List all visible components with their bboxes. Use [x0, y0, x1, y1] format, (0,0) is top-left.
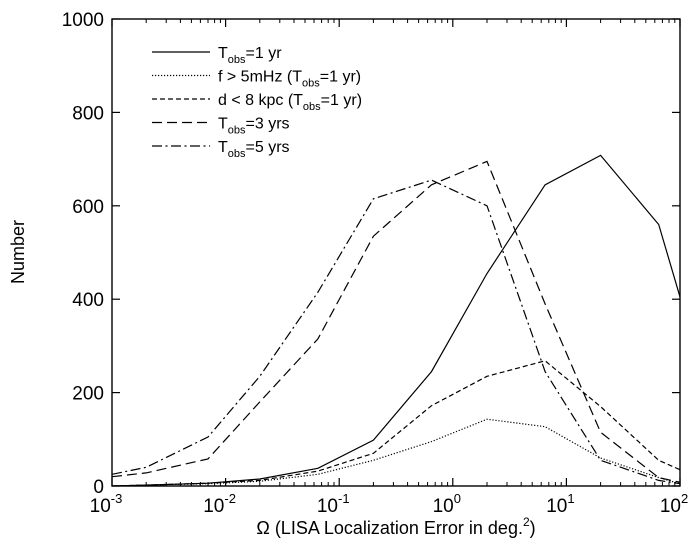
legend-label-5: Tobs=5 yrs: [218, 139, 290, 160]
legend: Tobs=1 yr f > 5mHz (Tobs=1 yr)d < 8 kpc (…: [152, 45, 362, 160]
plot-frame: [111, 18, 681, 487]
x-axis: 10-3 10-2 10-1 100 101 102: [90, 19, 688, 517]
legend-label-2: f > 5mHz (Tobs=1 yr): [218, 69, 361, 90]
x-tick-label: 10-1: [317, 491, 350, 517]
plot-series: [112, 154, 680, 486]
x-tick-label: 10-2: [203, 491, 236, 517]
x-tick-label: 102: [660, 491, 688, 517]
legend-label-4: Tobs=3 yrs: [218, 116, 290, 137]
series-line-2: [112, 418, 680, 486]
y-axis-title: Number: [8, 220, 28, 284]
series-line-4: [112, 160, 680, 483]
y-tick-label: 1000: [62, 10, 104, 31]
x-tick-label: 101: [546, 491, 574, 517]
series-line-3: [112, 360, 680, 486]
y-tick-label: 200: [72, 384, 104, 405]
y-tick-label: 800: [72, 103, 104, 124]
legend-label-1: Tobs=1 yr: [218, 45, 282, 66]
y-tick-label: 400: [72, 290, 104, 311]
y-axis: 0 200 400 600 800 1000: [62, 10, 680, 498]
y-tick-label: 0: [93, 477, 104, 498]
x-axis-title: Ω (LISA Localization Error in deg.2): [256, 515, 535, 538]
y-tick-label: 600: [72, 197, 104, 218]
series-line-1: [112, 154, 680, 486]
x-tick-label: 10-3: [90, 491, 123, 517]
legend-label-3: d < 8 kpc (Tobs=1 yr): [218, 92, 362, 113]
series-line-5: [112, 179, 680, 485]
x-tick-label: 100: [433, 491, 461, 517]
